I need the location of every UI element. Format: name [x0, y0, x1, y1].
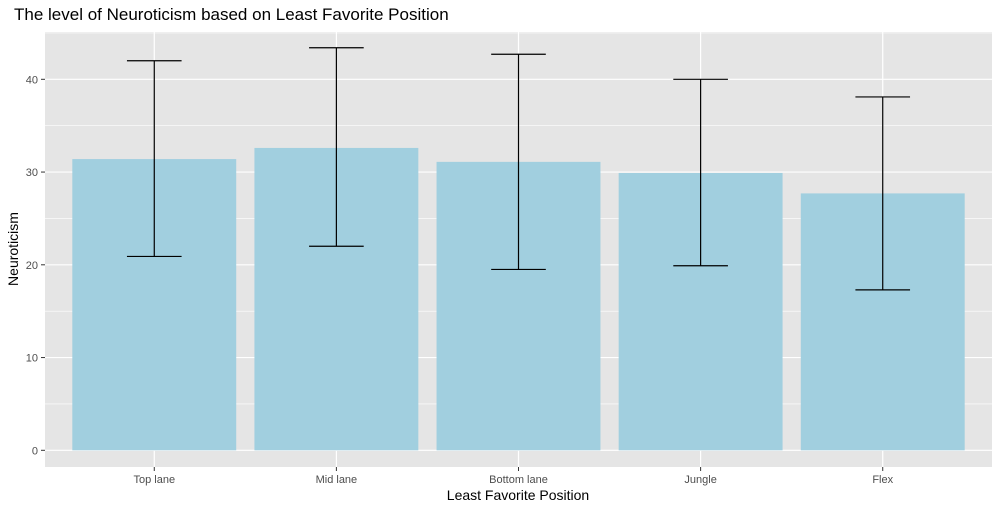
error-bars — [126, 47, 911, 291]
y-tick-label: 30 — [26, 167, 38, 179]
x-tick-label: Mid lane — [316, 474, 358, 486]
y-axis-title: Neuroticism — [5, 212, 21, 286]
x-tick-label: Bottom lane — [489, 474, 548, 486]
y-tick-label: 40 — [26, 74, 38, 86]
x-axis-title: Least Favorite Position — [447, 487, 589, 503]
x-tick-label: Jungle — [684, 474, 716, 486]
x-tick-label: Top lane — [133, 474, 175, 486]
y-tick-label: 10 — [26, 353, 38, 365]
y-axis: 0 10 20 30 40 — [26, 74, 45, 457]
chart-title: The level of Neuroticism based on Least … — [14, 5, 449, 24]
x-tick-label: Flex — [872, 474, 893, 486]
x-axis: Top lane Mid lane Bottom lane Jungle Flex — [133, 467, 894, 486]
y-tick-label: 20 — [26, 260, 38, 272]
y-tick-label: 0 — [32, 445, 38, 457]
bars — [72, 147, 965, 451]
